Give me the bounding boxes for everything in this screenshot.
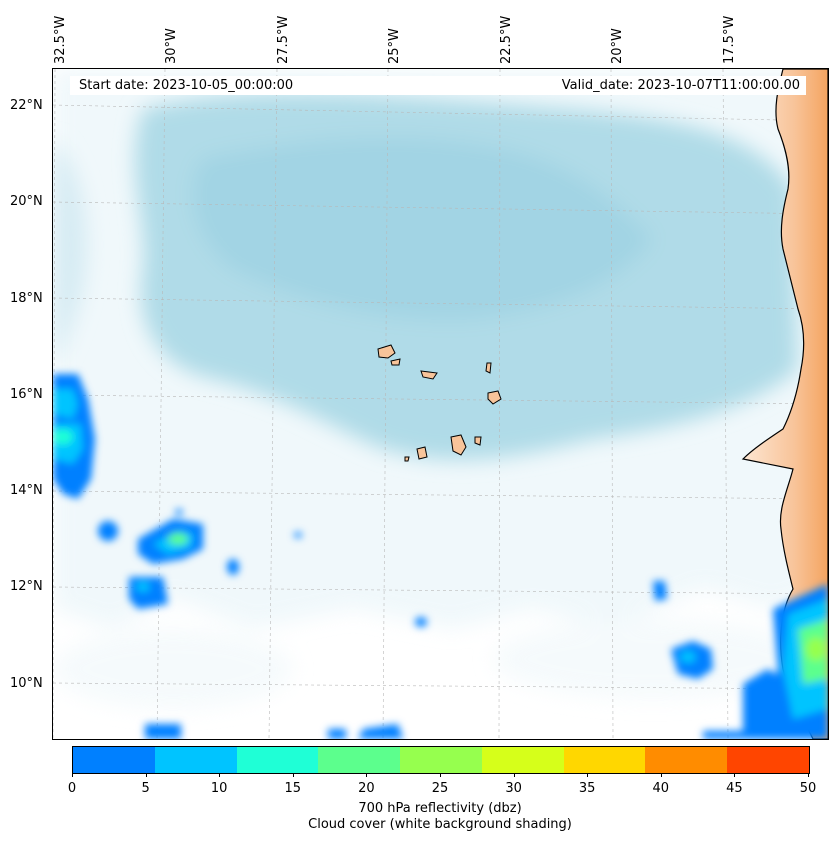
colorbar-tick-mark bbox=[734, 773, 736, 777]
colorbar-label-line1: 700 hPa reflectivity (dbz) bbox=[358, 801, 522, 816]
cape-verde-islands bbox=[377, 344, 502, 462]
island-fogo bbox=[416, 446, 428, 460]
start-date-label: Start date: 2023-10-05_00:00:00 bbox=[79, 78, 294, 93]
colorbar-segment bbox=[236, 747, 319, 773]
colorbar-segment bbox=[154, 747, 237, 773]
colorbar-tick-label: 35 bbox=[578, 781, 596, 796]
reflectivity-cells bbox=[53, 374, 828, 739]
colorbar-tick-mark bbox=[660, 773, 662, 777]
lat-tick-10n: 10°N bbox=[10, 676, 43, 691]
lat-tick-12n: 12°N bbox=[10, 579, 43, 594]
colorbar-tick-mark bbox=[366, 773, 368, 777]
colorbar-segment bbox=[727, 747, 810, 773]
island-sao-nicolau bbox=[420, 370, 438, 380]
colorbar-tick-label: 40 bbox=[652, 781, 670, 796]
colorbar-segment bbox=[645, 747, 728, 773]
lat-tick-14n: 14°N bbox=[10, 483, 43, 498]
cloud-cover-dense bbox=[53, 93, 798, 460]
colorbar-segment bbox=[563, 747, 646, 773]
colorbar-tick-mark bbox=[440, 773, 441, 777]
colorbar-tick-label: 10 bbox=[210, 781, 228, 796]
lat-tick-20n: 20°N bbox=[10, 194, 43, 209]
island-santiago bbox=[450, 434, 467, 456]
island-brava bbox=[404, 456, 410, 462]
lat-tick-16n: 16°N bbox=[10, 387, 43, 402]
colorbar-label-line2: Cloud cover (white background shading) bbox=[308, 817, 572, 832]
colorbar-tick-mark bbox=[72, 773, 73, 777]
map-panel[interactable] bbox=[52, 68, 829, 740]
colorbar-tick-label: 5 bbox=[141, 781, 150, 796]
colorbar-segment bbox=[400, 747, 482, 773]
colorbar-tick-mark bbox=[145, 773, 147, 777]
lat-tick-22n: 22°N bbox=[10, 98, 43, 113]
colorbar-tick-label: 15 bbox=[284, 781, 302, 796]
colorbar-tick-label: 45 bbox=[726, 781, 743, 796]
island-santo-antao bbox=[377, 344, 396, 359]
colorbar-segment bbox=[318, 747, 401, 773]
colorbar-tick-mark bbox=[219, 773, 221, 777]
date-banner: Start date: 2023-10-05_00:00:00 Valid_da… bbox=[70, 76, 806, 95]
colorbar-tick-mark bbox=[292, 773, 294, 777]
graticule bbox=[53, 69, 828, 739]
colorbar-segment bbox=[73, 747, 155, 773]
island-sao-vicente bbox=[390, 358, 401, 366]
lat-tick-18n: 18°N bbox=[10, 291, 43, 306]
colorbar-tick-label: 30 bbox=[505, 781, 522, 796]
colorbar-tick-label: 20 bbox=[358, 781, 375, 796]
island-maio bbox=[474, 436, 482, 446]
colorbar-tick-label: 25 bbox=[431, 781, 449, 796]
colorbar-tick-mark bbox=[513, 773, 515, 777]
colorbar bbox=[72, 746, 810, 774]
colorbar-label: 700 hPa reflectivity (dbz) Cloud cover (… bbox=[0, 801, 837, 833]
colorbar-tick-mark bbox=[587, 773, 589, 777]
map-canvas bbox=[53, 69, 828, 739]
colorbar-tick-label: 50 bbox=[799, 781, 817, 796]
colorbar-tick-label: 0 bbox=[67, 781, 77, 796]
island-boa-vista bbox=[487, 390, 502, 405]
colorbar-segment bbox=[481, 747, 564, 773]
valid-date-label: Valid_date: 2023-10-07T11:00:00.00 bbox=[561, 78, 800, 93]
island-sal bbox=[485, 362, 492, 374]
colorbar-tick-mark bbox=[808, 773, 809, 777]
